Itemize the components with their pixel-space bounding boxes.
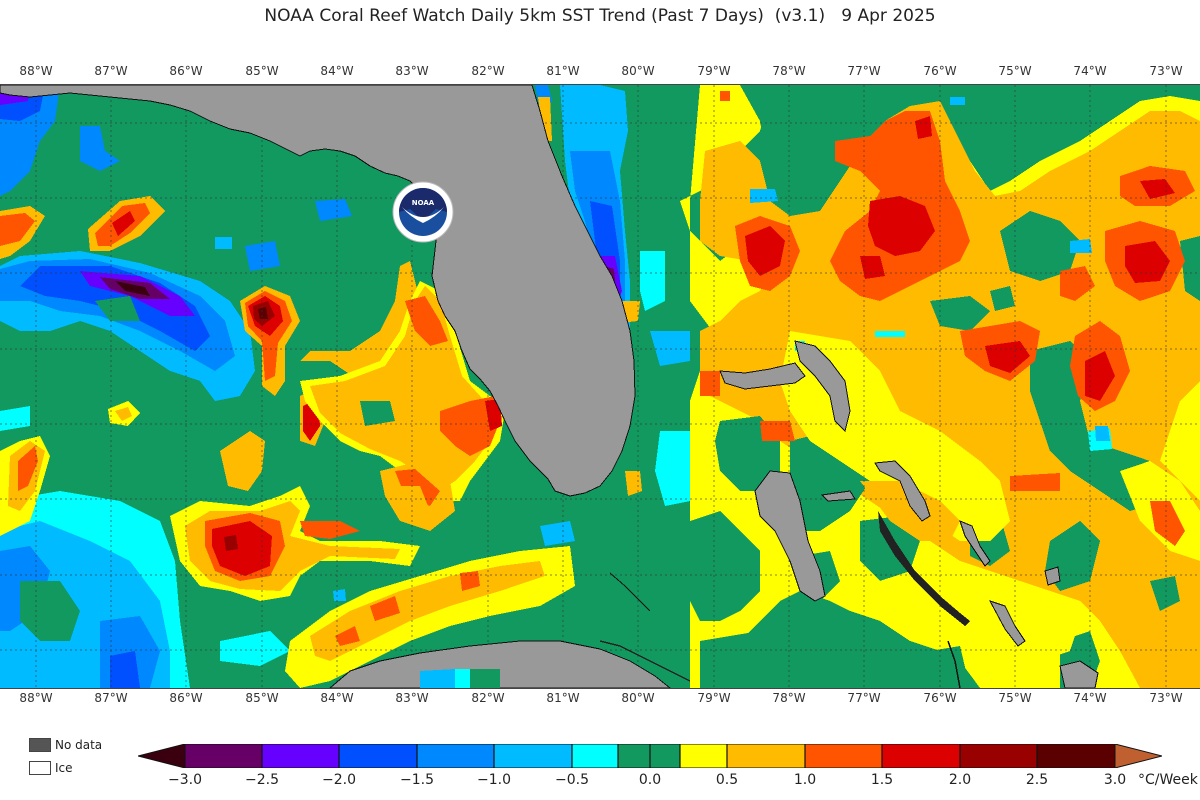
- lon-label: 87°W: [94, 64, 128, 78]
- lon-label: 79°W: [697, 64, 731, 78]
- legend-ice: Ice: [29, 761, 73, 775]
- colorbar-tick-labels: −3.0 −2.5 −2.0 −1.5 −1.0 −0.5 0.0 0.5 1.…: [0, 772, 1200, 790]
- lon-label: 84°W: [320, 691, 354, 705]
- lon-label: 81°W: [546, 691, 580, 705]
- colorbar-tick: 2.0: [948, 772, 972, 788]
- lon-label: 88°W: [19, 64, 53, 78]
- colorbar: [138, 744, 1162, 768]
- colorbar-tick: 3.0: [1103, 772, 1127, 788]
- sst-trend-map[interactable]: NOAA: [0, 84, 1200, 689]
- noaa-logo-icon: NOAA: [392, 181, 454, 243]
- longitude-axis-bottom: 88°W 87°W 86°W 85°W 84°W 83°W 82°W 81°W …: [0, 691, 1200, 709]
- colorbar-unit: °C/Week: [1138, 772, 1198, 788]
- lon-label: 80°W: [621, 691, 655, 705]
- lon-label: 85°W: [245, 64, 279, 78]
- lon-label: 76°W: [923, 691, 957, 705]
- colorbar-tick: 2.5: [1025, 772, 1049, 788]
- lon-label: 79°W: [697, 691, 731, 705]
- colorbar-tick: −1.5: [400, 772, 434, 788]
- lon-label: 82°W: [471, 64, 505, 78]
- lon-label: 84°W: [320, 64, 354, 78]
- map-title: NOAA Coral Reef Watch Daily 5km SST Tren…: [264, 6, 936, 26]
- lon-label: 82°W: [471, 691, 505, 705]
- no-data-label: No data: [55, 738, 103, 752]
- lon-label: 81°W: [546, 64, 580, 78]
- lon-label: 73°W: [1149, 691, 1183, 705]
- lon-label: 78°W: [772, 691, 806, 705]
- lon-label: 76°W: [923, 64, 957, 78]
- lon-label: 86°W: [169, 64, 203, 78]
- lon-label: 74°W: [1073, 64, 1107, 78]
- legend-no-data: No data: [29, 738, 102, 752]
- colorbar-tick: −3.0: [168, 772, 202, 788]
- colorbar-tick: −2.0: [322, 772, 356, 788]
- ice-label: Ice: [55, 761, 73, 775]
- lon-label: 75°W: [998, 691, 1032, 705]
- lon-label: 77°W: [847, 691, 881, 705]
- colorbar-tick: −2.5: [245, 772, 279, 788]
- lon-label: 87°W: [94, 691, 128, 705]
- colorbar-tick: −1.0: [477, 772, 511, 788]
- lon-label: 86°W: [169, 691, 203, 705]
- lon-label: 88°W: [19, 691, 53, 705]
- lon-label: 80°W: [621, 64, 655, 78]
- colorbar-tick: 1.0: [793, 772, 817, 788]
- colorbar-tick: −0.5: [555, 772, 589, 788]
- lon-label: 73°W: [1149, 64, 1183, 78]
- lon-label: 75°W: [998, 64, 1032, 78]
- lon-label: 83°W: [395, 64, 429, 78]
- longitude-axis-top: 88°W 87°W 86°W 85°W 84°W 83°W 82°W 81°W …: [0, 64, 1200, 82]
- lon-label: 83°W: [395, 691, 429, 705]
- colorbar-tick: 1.5: [870, 772, 894, 788]
- lon-label: 74°W: [1073, 691, 1107, 705]
- colorbar-tick: 0.5: [715, 772, 739, 788]
- lon-label: 85°W: [245, 691, 279, 705]
- lon-label: 78°W: [772, 64, 806, 78]
- svg-text:NOAA: NOAA: [412, 199, 435, 207]
- colorbar-tick: 0.0: [638, 772, 662, 788]
- ice-swatch: [29, 761, 51, 775]
- lon-label: 77°W: [847, 64, 881, 78]
- no-data-swatch: [29, 738, 51, 752]
